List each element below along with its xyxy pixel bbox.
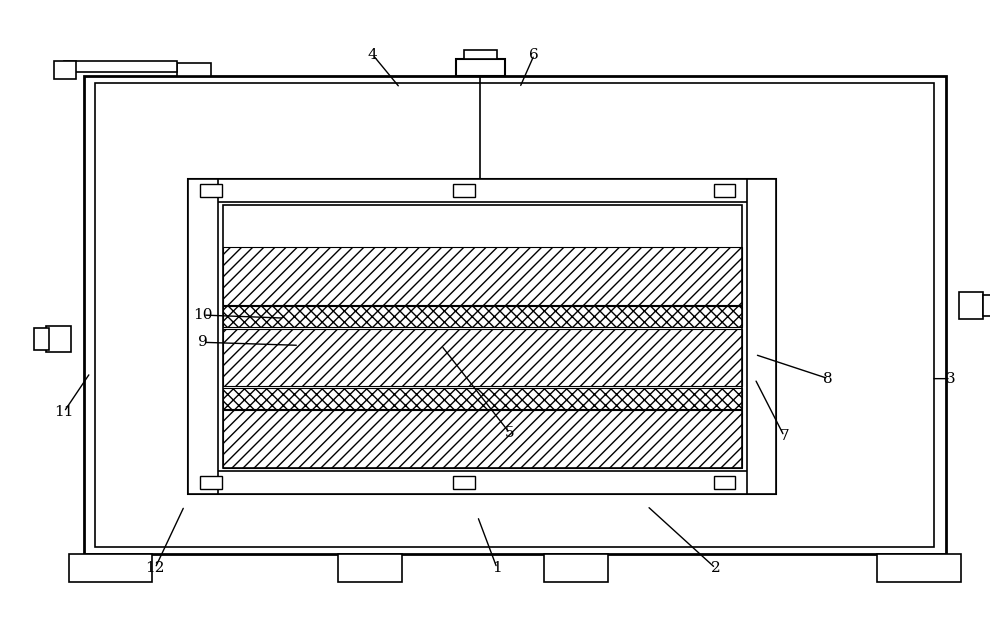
Text: 4: 4 [368,48,377,62]
Text: 6: 6 [529,48,539,62]
Bar [714,184,735,197]
Bar [223,329,742,386]
Bar [200,184,222,197]
Bar [544,554,608,582]
Text: 10: 10 [193,308,213,322]
Text: 8: 8 [823,371,833,386]
Bar [177,62,211,76]
Bar [223,387,742,408]
Bar [95,83,934,547]
Bar [188,179,218,494]
Bar [453,184,475,197]
Bar [959,292,983,319]
Bar [188,179,776,202]
Bar [223,247,742,305]
Bar [714,476,735,489]
Bar [223,205,742,468]
Bar [338,554,402,582]
Bar [877,554,961,582]
Bar [188,471,776,494]
Bar [983,295,998,316]
Bar [84,76,946,554]
Text: 12: 12 [145,561,165,575]
Bar [54,61,76,80]
Bar [46,326,71,352]
Bar [200,476,222,489]
Bar [453,476,475,489]
Text: 7: 7 [779,429,789,443]
Bar [69,554,152,582]
Bar [64,61,177,72]
Text: 5: 5 [505,426,515,440]
Bar [456,59,505,76]
Bar [464,50,497,59]
Text: 11: 11 [54,405,74,419]
Text: 9: 9 [198,336,208,349]
Bar [188,179,776,494]
Bar [223,307,742,328]
Text: 2: 2 [711,561,720,575]
Bar [223,410,742,468]
Text: 3: 3 [946,371,956,386]
Text: 1: 1 [492,561,502,575]
Bar [34,328,49,350]
Bar [747,179,776,494]
